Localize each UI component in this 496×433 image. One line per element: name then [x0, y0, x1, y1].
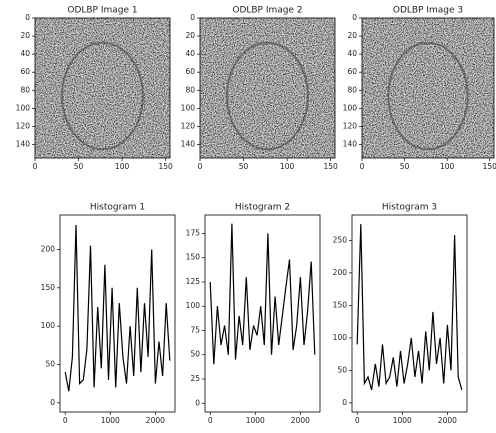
y-tick-label: 200 [41, 244, 56, 253]
y-tick-label: 50 [190, 350, 200, 359]
y-tick-label: 80 [20, 85, 30, 94]
y-tick-label: 40 [185, 49, 195, 58]
y-tick-label: 100 [41, 321, 56, 330]
axes-title: ODLBP Image 3 [393, 6, 463, 16]
x-tick-label: 0 [63, 416, 68, 425]
y-tick-label: 40 [20, 49, 30, 58]
histogram-line [357, 224, 462, 390]
y-tick-label: 80 [347, 85, 357, 94]
image [200, 18, 335, 158]
y-tick-label: 100 [16, 103, 31, 112]
axes-title: Histogram 1 [90, 203, 145, 213]
y-tick-label: 100 [343, 103, 358, 112]
axes-frame [60, 215, 175, 412]
x-tick-label: 1000 [393, 416, 412, 425]
y-tick-label: 175 [186, 228, 201, 237]
x-tick-label: 2000 [438, 416, 457, 425]
x-tick-label: 150 [323, 162, 338, 171]
y-tick-label: 200 [333, 268, 348, 277]
x-tick-label: 2000 [146, 416, 165, 425]
y-tick-label: 100 [181, 103, 196, 112]
y-tick-label: 0 [342, 398, 347, 407]
y-tick-label: 25 [190, 374, 200, 383]
x-tick-label: 50 [74, 162, 84, 171]
y-tick-label: 80 [185, 85, 195, 94]
x-tick-label: 50 [239, 162, 249, 171]
y-tick-label: 20 [347, 31, 357, 40]
y-tick-label: 150 [186, 253, 201, 262]
figure: ODLBP Image 1 0 50 100 150 0 20 40 60 80 100 120 140… [0, 0, 496, 433]
y-tick-label: 120 [16, 121, 31, 130]
y-tick-label: 40 [347, 49, 357, 58]
y-tick-label: 60 [347, 67, 357, 76]
x-tick-label: 0 [355, 416, 360, 425]
axes-title: ODLBP Image 2 [232, 6, 302, 16]
y-tick-label: 0 [195, 398, 200, 407]
y-tick-label: 50 [337, 365, 347, 374]
y-tick-label: 60 [20, 67, 30, 76]
x-tick-label: 100 [440, 162, 455, 171]
x-tick-label: 0 [208, 416, 213, 425]
histogram-line [65, 225, 170, 391]
y-tick-label: 140 [16, 139, 31, 148]
image [362, 18, 494, 158]
x-tick-label: 0 [360, 162, 365, 171]
x-tick-label: 1000 [246, 416, 265, 425]
x-tick-label: 100 [115, 162, 130, 171]
y-tick-label: 140 [181, 139, 196, 148]
y-tick-label: 0 [190, 13, 195, 22]
y-tick-label: 120 [343, 121, 358, 130]
y-tick-label: 20 [185, 31, 195, 40]
y-tick-label: 0 [352, 13, 357, 22]
y-tick-label: 60 [185, 67, 195, 76]
y-tick-label: 150 [41, 283, 56, 292]
y-tick-label: 125 [186, 277, 201, 286]
histogram-line [210, 224, 315, 365]
y-tick-label: 50 [45, 359, 55, 368]
x-tick-label: 150 [483, 162, 496, 171]
image [35, 18, 170, 158]
x-tick-label: 2000 [291, 416, 310, 425]
y-tick-label: 0 [25, 13, 30, 22]
axes-title: Histogram 3 [382, 203, 437, 213]
y-tick-label: 100 [333, 333, 348, 342]
y-tick-label: 100 [186, 301, 201, 310]
x-tick-label: 100 [280, 162, 295, 171]
y-tick-label: 75 [190, 325, 200, 334]
y-tick-label: 20 [20, 31, 30, 40]
axes-title: Histogram 2 [235, 203, 290, 213]
y-tick-label: 150 [333, 300, 348, 309]
x-tick-label: 0 [33, 162, 38, 171]
y-tick-label: 250 [333, 235, 348, 244]
x-tick-label: 0 [198, 162, 203, 171]
x-tick-label: 150 [158, 162, 173, 171]
x-tick-label: 1000 [101, 416, 120, 425]
axes-title: ODLBP Image 1 [67, 6, 137, 16]
y-tick-label: 0 [50, 398, 55, 407]
x-tick-label: 50 [400, 162, 410, 171]
y-tick-label: 120 [181, 121, 196, 130]
y-tick-label: 140 [343, 139, 358, 148]
